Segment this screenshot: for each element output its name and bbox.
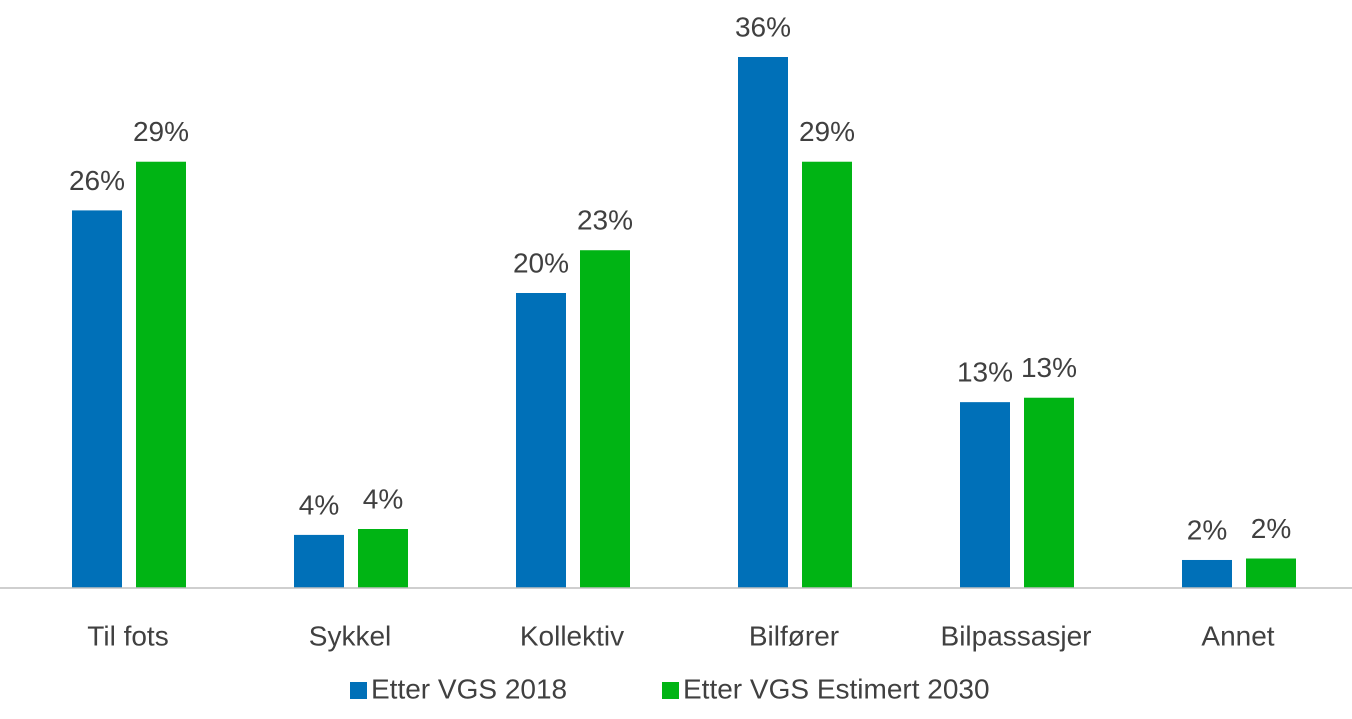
x-tick-label: Til fots — [87, 620, 168, 651]
x-tick-label: Bilfører — [749, 620, 839, 651]
bar — [294, 534, 344, 588]
legend-label: Etter VGS 2018 — [371, 673, 567, 704]
bar — [516, 293, 566, 588]
bar — [1024, 397, 1074, 588]
bar — [738, 57, 788, 588]
data-label: 20% — [513, 247, 569, 278]
bar — [1246, 558, 1296, 588]
data-label: 29% — [799, 116, 855, 147]
bar — [136, 161, 186, 588]
bar — [802, 161, 852, 588]
data-label: 36% — [735, 11, 791, 42]
bar — [72, 210, 122, 588]
bar — [580, 250, 630, 588]
data-label: 29% — [133, 116, 189, 147]
data-label: 2% — [1251, 513, 1291, 544]
x-tick-label: Annet — [1201, 620, 1274, 651]
data-label: 13% — [957, 357, 1013, 388]
x-tick-label: Sykkel — [309, 620, 391, 651]
data-label: 2% — [1187, 514, 1227, 545]
data-label: 26% — [69, 165, 125, 196]
x-tick-label: Bilpassasjer — [941, 620, 1092, 651]
legend-swatch — [350, 682, 367, 699]
data-label: 13% — [1021, 352, 1077, 383]
bar — [960, 402, 1010, 588]
data-label: 4% — [363, 483, 403, 514]
data-label: 23% — [577, 205, 633, 236]
legend-swatch — [662, 682, 679, 699]
legend-label: Etter VGS Estimert 2030 — [683, 673, 990, 704]
bar — [1182, 559, 1232, 588]
bar — [358, 529, 408, 588]
x-tick-label: Kollektiv — [520, 620, 624, 651]
data-label: 4% — [299, 489, 339, 520]
